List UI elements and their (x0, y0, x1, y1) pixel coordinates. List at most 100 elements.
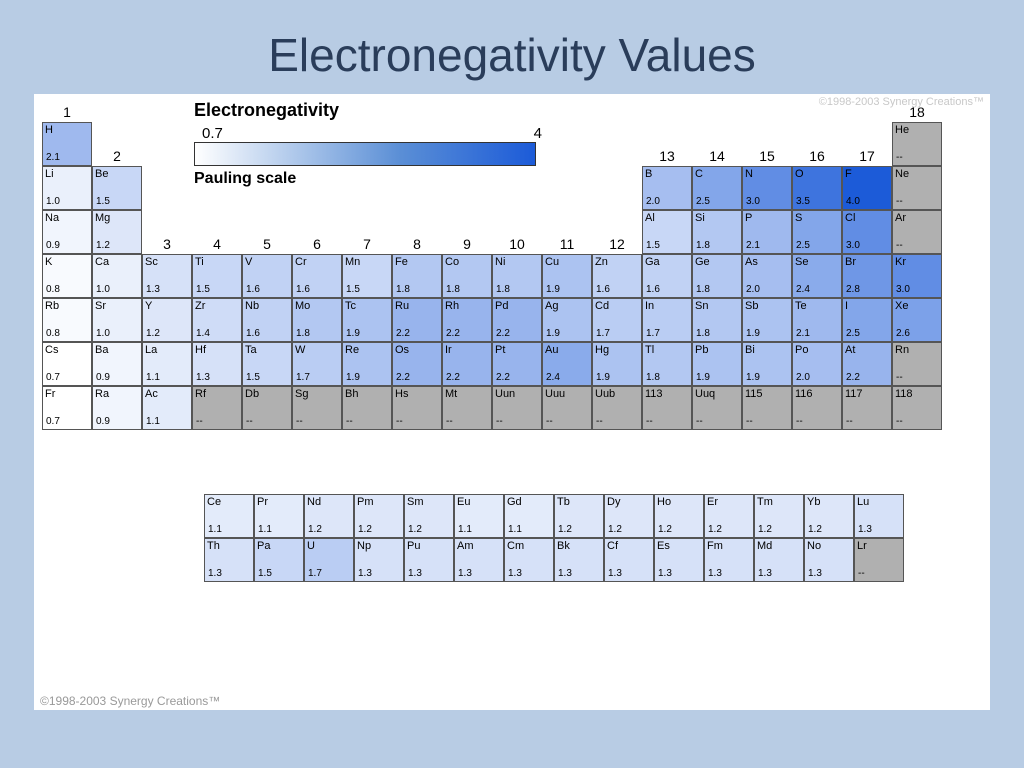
element-symbol: Mo (295, 300, 339, 312)
element-value: 2.5 (846, 328, 860, 339)
element-value: 2.2 (496, 372, 510, 383)
group-header: 4 (192, 236, 242, 252)
element-cell: Cd1.7 (592, 298, 642, 342)
element-cell: P2.1 (742, 210, 792, 254)
element-symbol: H (45, 124, 89, 136)
element-value: 1.2 (96, 240, 110, 251)
element-value: -- (396, 416, 403, 427)
group-header: 13 (642, 148, 692, 164)
element-symbol: Li (45, 168, 89, 180)
element-value: 2.2 (446, 372, 460, 383)
element-value: 1.5 (346, 284, 360, 295)
element-symbol: Pu (407, 540, 451, 552)
element-cell: Ag1.9 (542, 298, 592, 342)
element-value: 1.0 (96, 284, 110, 295)
element-value: 2.1 (746, 240, 760, 251)
element-value: 2.2 (396, 328, 410, 339)
element-value: 2.2 (846, 372, 860, 383)
element-value: 1.1 (146, 416, 160, 427)
element-cell: Si1.8 (692, 210, 742, 254)
element-cell: Gd 1.1 (504, 494, 554, 538)
element-value: 1.1 (208, 524, 222, 535)
element-cell: Cr1.6 (292, 254, 342, 298)
element-cell: Ac 1.1 (142, 386, 192, 430)
element-value: 1.9 (546, 328, 560, 339)
element-value: 2.4 (796, 284, 810, 295)
legend: Electronegativity 0.7 4 Pauling scale (194, 100, 550, 188)
element-symbol: Tl (645, 344, 689, 356)
legend-max: 4 (534, 125, 542, 142)
element-value: 0.9 (46, 240, 60, 251)
group-header: 8 (392, 236, 442, 252)
element-cell: Hs-- (392, 386, 442, 430)
element-value: 1.3 (358, 568, 372, 579)
element-symbol: Rb (45, 300, 89, 312)
legend-subtitle: Pauling scale (194, 170, 550, 188)
element-symbol: B (645, 168, 689, 180)
element-value: -- (696, 416, 703, 427)
element-symbol: Ce (207, 496, 251, 508)
element-value: 1.7 (308, 568, 322, 579)
element-symbol: As (745, 256, 789, 268)
group-header: 11 (542, 236, 592, 252)
element-symbol: Db (245, 388, 289, 400)
element-value: 0.7 (46, 372, 60, 383)
group-header: 1 (42, 104, 92, 120)
element-symbol: Gd (507, 496, 551, 508)
element-symbol: Ne (895, 168, 939, 180)
group-header: 2 (92, 148, 142, 164)
element-value: -- (246, 416, 253, 427)
element-cell: Fm1.3 (704, 538, 754, 582)
element-symbol: Fe (395, 256, 439, 268)
group-header: 10 (492, 236, 542, 252)
element-cell: Mo1.8 (292, 298, 342, 342)
element-cell: Po2.0 (792, 342, 842, 386)
element-cell: Db -- (242, 386, 292, 430)
element-cell: Kr3.0 (892, 254, 942, 298)
element-symbol: Ho (657, 496, 701, 508)
element-symbol: Dy (607, 496, 651, 508)
element-value: 2.1 (46, 152, 60, 163)
element-cell: F4.0 (842, 166, 892, 210)
element-value: 3.0 (746, 196, 760, 207)
element-cell: La1.1 (142, 342, 192, 386)
element-value: 1.9 (746, 328, 760, 339)
element-symbol: 117 (845, 388, 889, 400)
element-symbol: Au (545, 344, 589, 356)
element-cell: Bk1.3 (554, 538, 604, 582)
element-symbol: Sm (407, 496, 451, 508)
element-value: 2.0 (796, 372, 810, 383)
element-value: 1.3 (208, 568, 222, 579)
element-value: 1.8 (696, 284, 710, 295)
element-value: 1.3 (408, 568, 422, 579)
element-value: 1.4 (196, 328, 210, 339)
element-value: 4.0 (846, 196, 860, 207)
element-cell: Cf1.3 (604, 538, 654, 582)
element-value: 1.2 (758, 524, 772, 535)
element-value: -- (596, 416, 603, 427)
element-cell: Re1.9 (342, 342, 392, 386)
group-header: 3 (142, 236, 192, 252)
element-cell: Nb1.6 (242, 298, 292, 342)
element-value: 2.2 (446, 328, 460, 339)
element-cell: N3.0 (742, 166, 792, 210)
element-cell: As2.0 (742, 254, 792, 298)
element-symbol: K (45, 256, 89, 268)
element-symbol: Cd (595, 300, 639, 312)
element-value: -- (796, 416, 803, 427)
element-value: 3.5 (796, 196, 810, 207)
element-value: 0.9 (96, 372, 110, 383)
element-value: 1.2 (308, 524, 322, 535)
element-value: 2.6 (896, 328, 910, 339)
element-value: 1.3 (458, 568, 472, 579)
element-cell: Ni1.8 (492, 254, 542, 298)
element-symbol: Nb (245, 300, 289, 312)
element-value: 1.1 (458, 524, 472, 535)
element-symbol: Lu (857, 496, 901, 508)
element-symbol: Pa (257, 540, 301, 552)
element-value: 1.1 (508, 524, 522, 535)
element-value: 0.9 (96, 416, 110, 427)
element-symbol: Ac (145, 388, 189, 400)
element-cell: Ta1.5 (242, 342, 292, 386)
element-symbol: Rh (445, 300, 489, 312)
